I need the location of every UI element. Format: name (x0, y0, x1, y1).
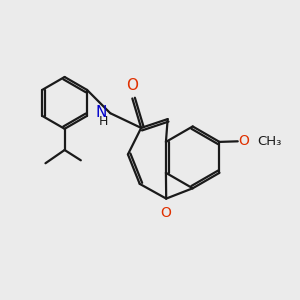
Text: O: O (238, 134, 249, 148)
Text: CH₃: CH₃ (257, 135, 281, 148)
Text: N: N (95, 105, 107, 120)
Text: O: O (126, 78, 138, 93)
Text: O: O (160, 206, 171, 220)
Text: H: H (98, 115, 108, 128)
